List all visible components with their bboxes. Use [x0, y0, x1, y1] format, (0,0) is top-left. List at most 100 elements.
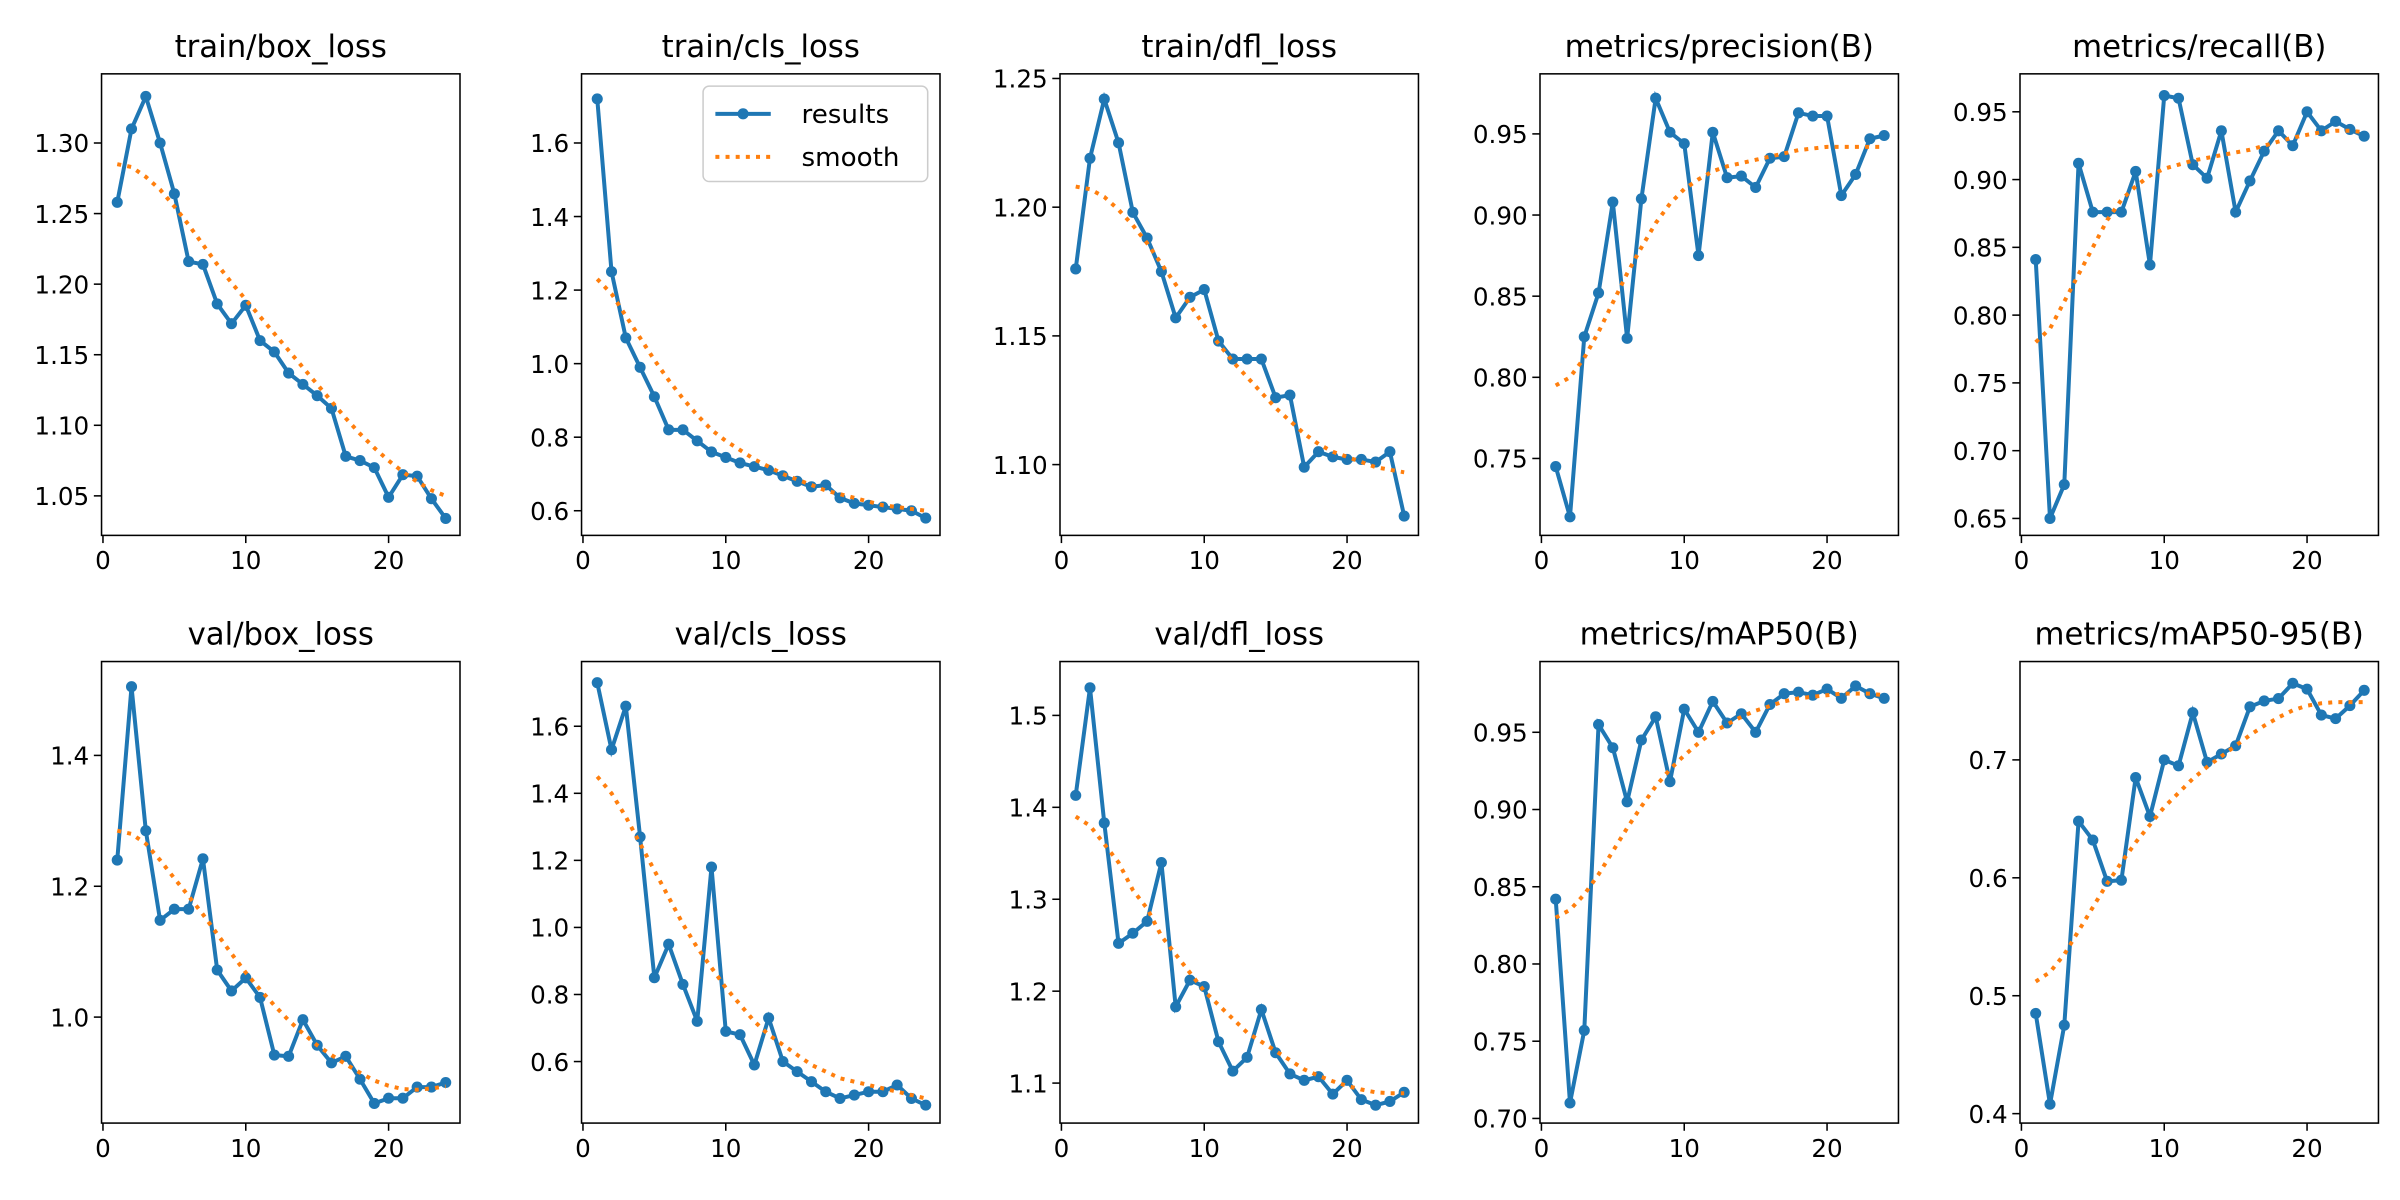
point	[677, 978, 689, 990]
point	[1650, 711, 1662, 723]
point	[1384, 1095, 1396, 1108]
point	[2087, 834, 2099, 846]
y-tick-label: 0.90	[1953, 166, 2008, 195]
point	[2301, 106, 2313, 118]
point	[2201, 172, 2213, 184]
axes-frame	[100, 660, 461, 1124]
subplot: train/cls_loss 0 10 20 0.6 0.8 1.0 1.2 1.4 1.6	[530, 29, 941, 575]
y-tick-label: 0.7	[1969, 746, 2008, 775]
point	[1212, 1036, 1225, 1048]
point	[1864, 133, 1876, 145]
x-tick-label: 10	[1669, 546, 1700, 575]
x-tick-label: 20	[1331, 1134, 1362, 1163]
point	[2115, 874, 2127, 886]
point	[748, 461, 760, 473]
point	[1184, 974, 1196, 986]
point	[2030, 1007, 2042, 1019]
point	[1721, 717, 1733, 729]
x-tick-label: 0	[575, 1134, 591, 1163]
point	[2158, 754, 2170, 766]
y-tick-label: 1.4	[1009, 794, 1048, 823]
y-tick-label: 0.75	[1953, 369, 2008, 398]
point	[1113, 937, 1125, 949]
y-tick-label: 0.6	[530, 497, 569, 526]
point	[1084, 152, 1096, 164]
point	[1607, 196, 1619, 208]
point	[1821, 683, 1833, 695]
point	[648, 972, 660, 984]
point	[1270, 392, 1282, 404]
x-tick-label: 0	[2014, 1134, 2030, 1163]
x-tick-label: 0	[95, 1134, 111, 1163]
point	[1692, 726, 1705, 738]
point	[2130, 165, 2142, 177]
point	[368, 462, 380, 474]
point	[920, 1099, 932, 1111]
x-tick-label: 10	[1189, 546, 1220, 575]
point	[1170, 312, 1182, 324]
point	[1635, 193, 1647, 205]
y-tick-label: 0.85	[1953, 234, 2008, 263]
x-tick-label: 0	[2014, 546, 2030, 575]
point	[1312, 446, 1325, 458]
point	[605, 266, 618, 278]
smooth-line	[116, 828, 446, 1092]
point	[1593, 287, 1605, 299]
y-tick-label: 1.0	[530, 350, 569, 379]
point	[620, 332, 632, 344]
x-tick-label: 20	[2291, 546, 2322, 575]
point	[848, 497, 860, 509]
results-line	[595, 682, 927, 1107]
point	[1098, 817, 1110, 829]
point	[1621, 796, 1633, 808]
y-tick-label: 0.90	[1473, 201, 1528, 230]
point	[2144, 259, 2156, 271]
y-tick-label: 0.80	[1473, 364, 1528, 393]
y-tick-label: 1.4	[530, 203, 569, 232]
point	[1764, 698, 1776, 711]
point	[211, 298, 223, 310]
point	[125, 123, 138, 135]
y-tick-label: 1.30	[34, 129, 89, 158]
point	[1692, 250, 1705, 262]
point	[254, 335, 266, 347]
y-tick-label: 0.90	[1473, 796, 1528, 825]
subplot: metrics/mAP50(B) 0 10 20 0.70 0.75 0.80 0.85 0.9…	[1473, 617, 1900, 1163]
point	[1850, 168, 1862, 181]
x-tick-label: 0	[1534, 1134, 1550, 1163]
point	[1070, 263, 1082, 275]
y-tick-label: 1.1	[1009, 1069, 1048, 1098]
point	[1621, 332, 1633, 344]
x-tick-label: 20	[373, 546, 404, 575]
point	[254, 991, 266, 1004]
subplot: metrics/recall(B) 0 10 20 0.65 0.70 0.75 0.80 0.…	[1953, 29, 2380, 575]
subplot: metrics/mAP50-95(B) 0 10 20 0.4 0.5 0.6 0.7	[1969, 617, 2380, 1163]
smooth-line	[116, 162, 447, 498]
point	[240, 972, 252, 984]
point	[1227, 1065, 1239, 1077]
smooth-line	[1554, 691, 1885, 920]
y-tick-label: 0.80	[1473, 950, 1528, 979]
point	[2130, 772, 2142, 784]
point	[383, 1092, 395, 1104]
x-tick-label: 20	[2291, 1134, 2322, 1163]
x-tick-label: 20	[1811, 546, 1842, 575]
point	[720, 1025, 732, 1037]
point	[705, 446, 718, 458]
point	[1750, 726, 1762, 738]
point	[2201, 756, 2213, 768]
point	[125, 681, 138, 693]
point	[168, 188, 180, 200]
point	[1664, 776, 1676, 788]
point	[311, 390, 323, 402]
point	[1850, 680, 1862, 692]
y-tick-label: 1.4	[50, 742, 89, 771]
point	[1678, 703, 1690, 715]
point	[620, 700, 632, 712]
x-tick-label: 0	[1054, 1134, 1070, 1163]
y-tick-label: 0.75	[1473, 1027, 1528, 1056]
point	[2330, 115, 2342, 127]
point	[1355, 1094, 1367, 1106]
y-tick-label: 1.3	[1009, 885, 1048, 914]
